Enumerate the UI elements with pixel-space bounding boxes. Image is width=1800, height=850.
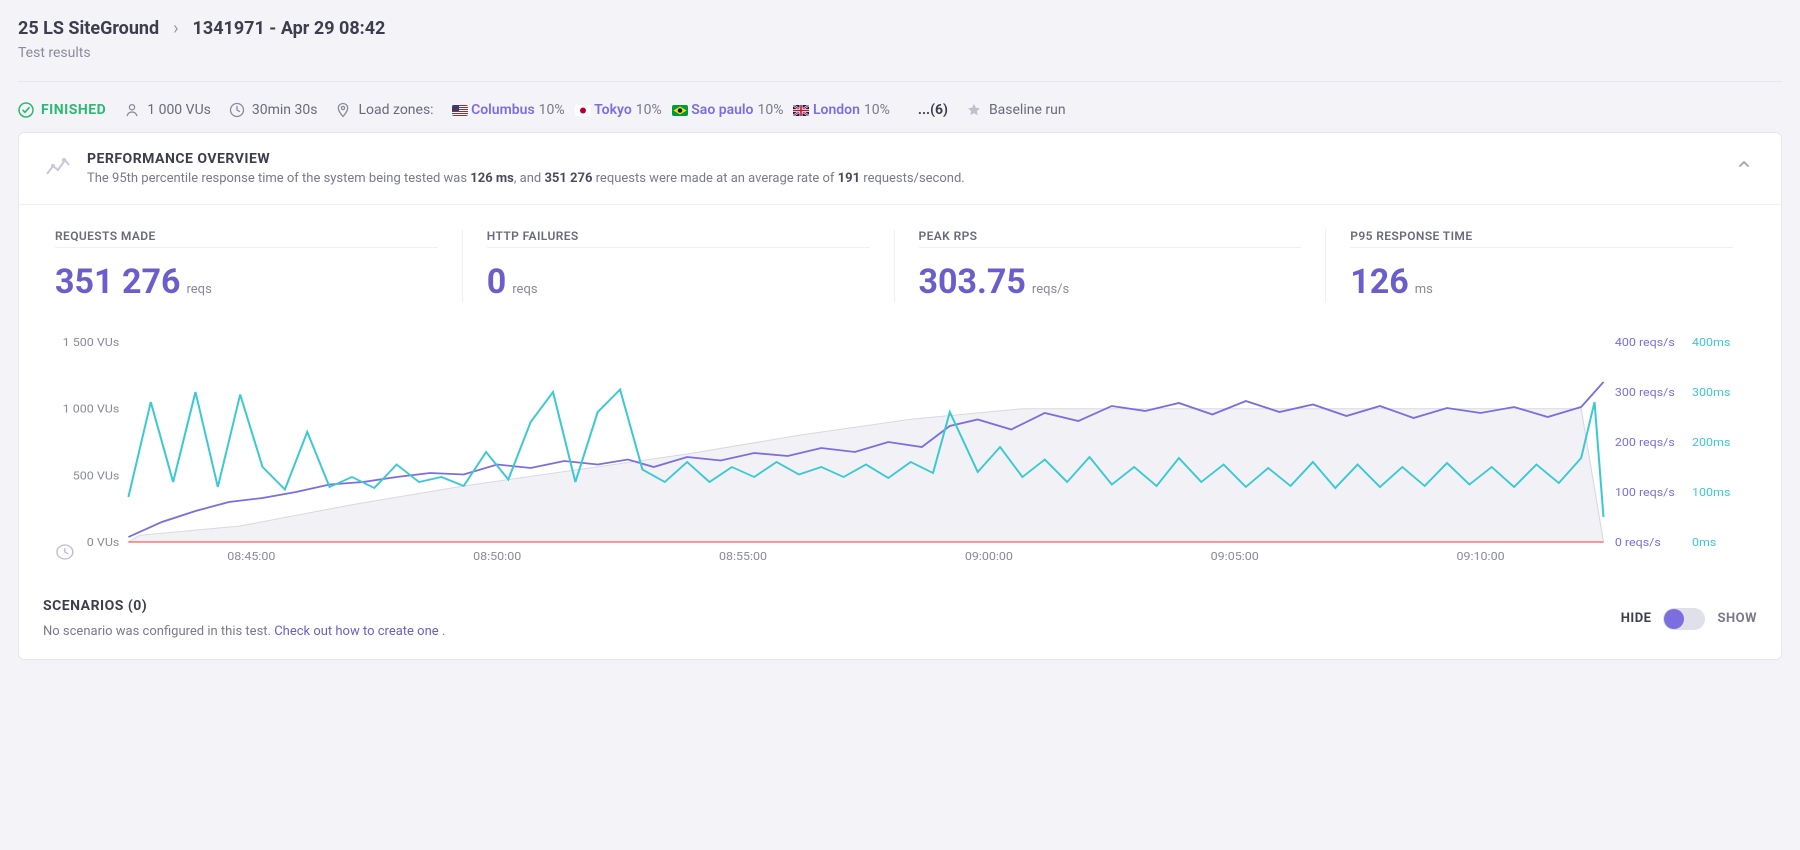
- clock-icon: [229, 102, 245, 118]
- metric-value: 303.75: [919, 262, 1026, 302]
- zone-london[interactable]: London10%: [793, 102, 889, 118]
- create-scenario-link[interactable]: Check out how to create one: [274, 624, 438, 639]
- vus-count: 1 000 VUs: [124, 102, 211, 118]
- svg-text:0 VUs: 0 VUs: [87, 536, 120, 549]
- svg-text:08:50:00: 08:50:00: [473, 550, 521, 563]
- svg-text:09:00:00: 09:00:00: [965, 550, 1013, 563]
- show-label[interactable]: SHOW: [1717, 611, 1757, 626]
- svg-text:08:45:00: 08:45:00: [227, 550, 275, 563]
- user-icon: [124, 102, 140, 118]
- desc-rate: 191: [838, 171, 860, 186]
- status-label: FINISHED: [41, 102, 106, 118]
- metric-label: HTTP FAILURES: [487, 229, 870, 248]
- zones-list: Columbus10% Tokyo10% Sao paulo10% London…: [452, 102, 900, 118]
- metrics-row: REQUESTS MADE 351 276 reqs HTTP FAILURES …: [19, 205, 1781, 326]
- chart-container: 1 500 VUs 1 000 VUs 500 VUs 0 VUs 400 reqs/s…: [19, 326, 1781, 578]
- chevron-right-icon: ›: [173, 18, 178, 39]
- performance-panel: PERFORMANCE OVERVIEW The 95th percentile…: [18, 132, 1782, 660]
- metric-unit: reqs/s: [1032, 282, 1069, 297]
- status-finished: FINISHED: [18, 102, 106, 118]
- baseline-run[interactable]: Baseline run: [966, 102, 1066, 118]
- duration: 30min 30s: [229, 102, 318, 118]
- desc-pre: The 95th percentile response time of the…: [87, 171, 470, 186]
- metric-failures: HTTP FAILURES 0 reqs: [463, 229, 895, 302]
- page-subtitle: Test results: [18, 45, 1782, 61]
- divider: [18, 81, 1782, 82]
- svg-text:300ms: 300ms: [1692, 386, 1730, 399]
- vus-label: 1 000 VUs: [147, 102, 211, 118]
- hide-show-toggle: HIDE SHOW: [1621, 608, 1757, 630]
- pin-icon: [335, 102, 351, 118]
- svg-text:09:05:00: 09:05:00: [1211, 550, 1259, 563]
- performance-chart[interactable]: 1 500 VUs 1 000 VUs 500 VUs 0 VUs 400 reqs/s…: [49, 336, 1751, 566]
- baseline-label: Baseline run: [989, 102, 1066, 118]
- svg-text:200 reqs/s: 200 reqs/s: [1615, 436, 1675, 449]
- svg-text:200ms: 200ms: [1692, 436, 1730, 449]
- metric-peak-rps: PEAK RPS 303.75 reqs/s: [895, 229, 1327, 302]
- panel-title: PERFORMANCE OVERVIEW: [87, 151, 1717, 167]
- desc-post: requests/second.: [860, 171, 965, 186]
- svg-text:400 reqs/s: 400 reqs/s: [1615, 336, 1675, 349]
- svg-text:500 VUs: 500 VUs: [73, 469, 120, 482]
- check-circle-icon: [18, 102, 34, 118]
- chevron-up-icon: [1737, 157, 1751, 171]
- desc-mid2: requests were made at an average rate of: [592, 171, 837, 186]
- zone-columbus[interactable]: Columbus10%: [452, 102, 565, 118]
- scenarios-text: No scenario was configured in this test.: [43, 624, 274, 639]
- breadcrumb-run[interactable]: 1341971 - Apr 29 08:42: [193, 18, 386, 39]
- metric-p95: P95 RESPONSE TIME 126 ms: [1326, 229, 1757, 302]
- svg-text:100ms: 100ms: [1692, 486, 1730, 499]
- hide-label[interactable]: HIDE: [1621, 611, 1652, 626]
- collapse-toggle[interactable]: [1731, 151, 1757, 181]
- panel-header: PERFORMANCE OVERVIEW The 95th percentile…: [19, 133, 1781, 205]
- scenarios-description: No scenario was configured in this test.…: [43, 624, 1621, 639]
- toggle-switch[interactable]: [1663, 608, 1705, 630]
- metric-requests: REQUESTS MADE 351 276 reqs: [43, 229, 463, 302]
- metric-unit: reqs: [187, 282, 212, 297]
- svg-text:08:55:00: 08:55:00: [719, 550, 767, 563]
- scenarios-title: SCENARIOS (0): [43, 598, 1621, 614]
- zone-sao-paulo[interactable]: Sao paulo10%: [672, 102, 784, 118]
- svg-text:1 500 VUs: 1 500 VUs: [63, 336, 120, 349]
- svg-text:1 000 VUs: 1 000 VUs: [63, 402, 120, 415]
- metric-value: 126: [1350, 262, 1409, 302]
- panel-description: The 95th percentile response time of the…: [87, 171, 1717, 186]
- metric-label: REQUESTS MADE: [55, 229, 438, 248]
- breadcrumb-project[interactable]: 25 LS SiteGround: [18, 18, 159, 39]
- svg-text:300 reqs/s: 300 reqs/s: [1615, 386, 1675, 399]
- scenarios-section: SCENARIOS (0) No scenario was configured…: [19, 578, 1781, 659]
- metric-label: PEAK RPS: [919, 229, 1302, 248]
- breadcrumb: 25 LS SiteGround › 1341971 - Apr 29 08:4…: [18, 18, 1782, 39]
- load-zones: Load zones:: [335, 102, 433, 118]
- metric-value: 351 276: [55, 262, 181, 302]
- svg-text:09:10:00: 09:10:00: [1457, 550, 1505, 563]
- chart-icon: [43, 151, 73, 181]
- duration-label: 30min 30s: [252, 102, 318, 118]
- desc-mid1: , and: [514, 171, 545, 186]
- desc-reqs: 351 276: [544, 171, 592, 186]
- star-icon: [966, 102, 982, 118]
- svg-text:0 reqs/s: 0 reqs/s: [1615, 536, 1661, 549]
- more-zones[interactable]: ...(6): [918, 102, 948, 118]
- zone-tokyo[interactable]: Tokyo10%: [575, 102, 662, 118]
- metric-value: 0: [487, 262, 507, 302]
- metric-unit: ms: [1415, 282, 1433, 297]
- info-bar: FINISHED 1 000 VUs 30min 30s Load zones:…: [18, 102, 1782, 118]
- desc-p95: 126 ms: [470, 171, 514, 186]
- svg-text:400ms: 400ms: [1692, 336, 1730, 349]
- svg-text:0ms: 0ms: [1692, 536, 1716, 549]
- metric-label: P95 RESPONSE TIME: [1350, 229, 1733, 248]
- metric-unit: reqs: [512, 282, 537, 297]
- svg-text:100 reqs/s: 100 reqs/s: [1615, 486, 1675, 499]
- loadzones-prefix: Load zones:: [358, 102, 433, 118]
